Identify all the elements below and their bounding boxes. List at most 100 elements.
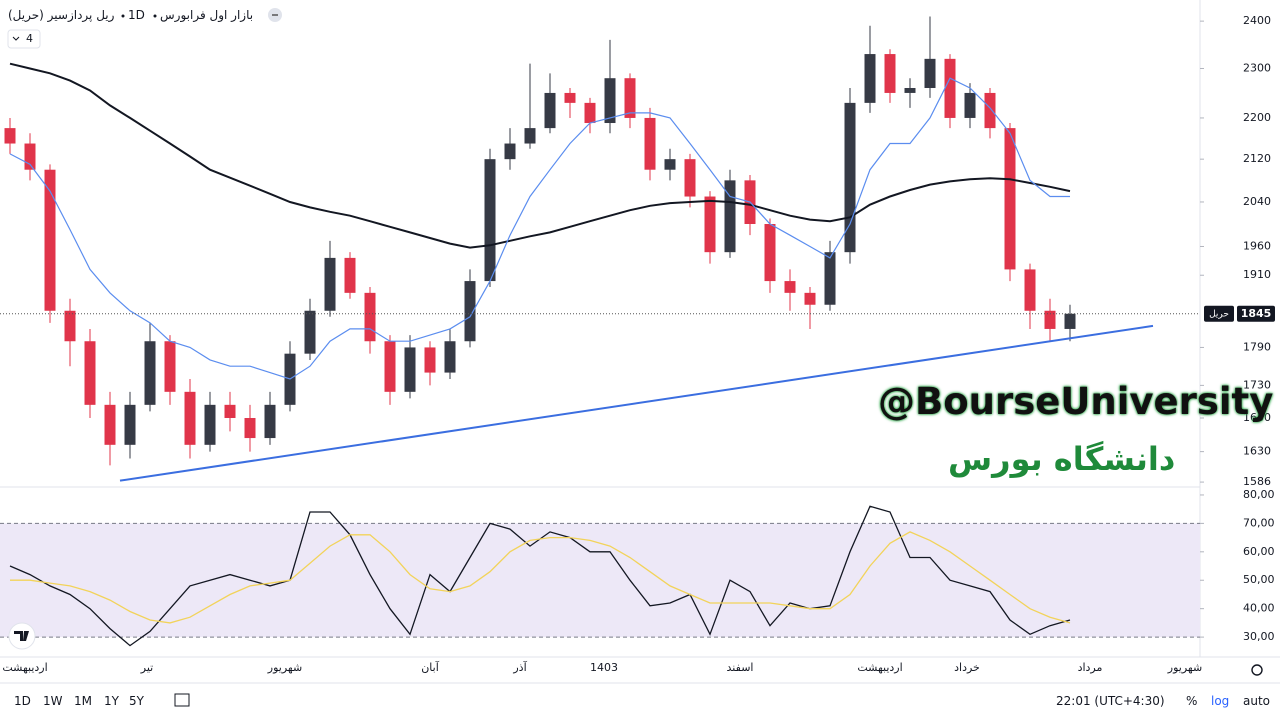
candle-body <box>24 143 36 170</box>
candle-body <box>104 404 116 445</box>
date-range-icon[interactable] <box>174 693 190 707</box>
y-tick-label: 1586 <box>1243 475 1271 488</box>
candle-body <box>544 92 556 129</box>
candle-body <box>884 54 896 93</box>
x-tick-label: آذر <box>512 660 527 674</box>
x-tick-label: آبان <box>421 660 439 674</box>
y-tick-label: 30,00 <box>1243 630 1275 643</box>
percent-toggle[interactable]: % <box>1186 694 1198 708</box>
candle-body <box>264 404 276 439</box>
x-tick-label: اردیبهشت <box>2 661 47 674</box>
ticker-label: حریل <box>1209 309 1229 319</box>
candle-body <box>564 92 576 103</box>
candle-body <box>184 391 196 445</box>
candle-body <box>684 159 696 197</box>
candle-body <box>664 159 676 170</box>
candle-body <box>244 418 256 439</box>
last-price-box <box>1237 305 1275 322</box>
x-tick-label: اردیبهشت <box>857 661 902 674</box>
settings-icon[interactable] <box>1251 664 1263 676</box>
candle-body <box>864 54 876 103</box>
rsi-line <box>10 531 1071 624</box>
y-tick-label: 60,00 <box>1243 545 1275 558</box>
candle-body <box>724 180 736 253</box>
y-tick-label: 50,00 <box>1243 573 1275 586</box>
candle-body <box>784 281 796 293</box>
candle-body <box>924 58 936 89</box>
candle-body <box>624 78 636 118</box>
market: بازار اول فرابورس <box>160 8 254 22</box>
y-tick-label: 80,00 <box>1243 488 1275 501</box>
indicator-count[interactable]: 4 <box>26 32 33 45</box>
candle-body <box>1004 128 1016 270</box>
chevron <box>12 36 20 41</box>
y-tick-label: 1910 <box>1243 268 1271 281</box>
candle-body <box>204 404 216 445</box>
x-tick-label: شهریور <box>267 661 302 674</box>
watermark-handle: @BourseUniversity <box>878 380 1274 423</box>
ticker-box <box>1204 305 1234 322</box>
watermark-name: دانشگاه بورس <box>948 440 1176 478</box>
candle-body <box>64 310 76 342</box>
candle-body <box>404 347 416 392</box>
candle-body <box>124 404 136 445</box>
range-button[interactable]: 1M <box>74 694 92 708</box>
candle-body <box>904 88 916 93</box>
candle-body <box>604 78 616 124</box>
candle-body <box>824 252 836 305</box>
log-toggle[interactable]: log <box>1211 694 1230 708</box>
rsi-band <box>0 523 1200 638</box>
candle-body <box>704 196 716 253</box>
candle-body <box>844 102 856 253</box>
trendline <box>119 324 1154 482</box>
candle-body <box>224 404 236 419</box>
candle-body <box>324 257 336 311</box>
indicator-line <box>9 62 1071 249</box>
range-button[interactable]: 1Y <box>104 694 119 708</box>
y-tick-label: 1960 <box>1243 239 1271 252</box>
candle-body <box>644 117 656 170</box>
separator-dot <box>121 14 125 18</box>
candle-body <box>764 224 776 282</box>
x-tick-label: شهریور <box>1167 661 1202 674</box>
candle-body <box>84 341 96 405</box>
x-tick-label: اسفند <box>727 661 754 674</box>
interval: 1D <box>128 8 145 22</box>
candle-body <box>304 310 316 354</box>
candle-body <box>1024 269 1036 311</box>
candle-body <box>584 102 596 124</box>
candle-body <box>4 128 16 144</box>
indicator-line <box>9 77 1070 380</box>
x-tick-label: خرداد <box>954 661 980 674</box>
candle-body <box>984 92 996 129</box>
range-button[interactable]: 1W <box>43 694 63 708</box>
range-button[interactable]: 5Y <box>129 694 144 708</box>
x-tick-label: تیر <box>140 661 153 674</box>
candle-body <box>484 159 496 282</box>
candle-body <box>804 292 816 305</box>
candle-body <box>164 341 176 392</box>
y-tick-label: 70,00 <box>1243 516 1275 529</box>
candle-body <box>524 128 536 144</box>
rsi-pane: 80,00 70,00 60,00 50,00 40,00 30,00 <box>0 488 1275 647</box>
candle-body <box>464 281 476 342</box>
candle-body <box>364 292 376 342</box>
candle-body <box>444 341 456 373</box>
indicator-toggle[interactable] <box>7 29 41 49</box>
last-price-label: 1845 <box>1241 307 1272 320</box>
clock: 22:01 (UTC+4:30) <box>1056 694 1165 708</box>
candle-body <box>504 143 516 160</box>
candle-body <box>144 341 156 405</box>
y-tick-label: 2300 <box>1243 61 1271 74</box>
auto-toggle[interactable]: auto <box>1243 694 1271 708</box>
y-tick-label: 2040 <box>1243 195 1271 208</box>
range-button[interactable]: 1D <box>14 694 31 708</box>
candle-body <box>384 341 396 392</box>
y-tick-label: 2120 <box>1243 152 1271 165</box>
candle-body <box>1064 313 1076 329</box>
candle-body <box>344 257 356 293</box>
candle-body <box>964 92 976 118</box>
y-tick-label: 1790 <box>1243 340 1271 353</box>
